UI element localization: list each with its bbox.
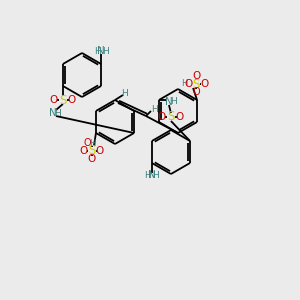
Text: H: H <box>102 46 108 56</box>
Text: O: O <box>184 79 192 89</box>
Text: O: O <box>68 95 76 105</box>
Text: O: O <box>50 95 58 105</box>
Text: S: S <box>59 94 67 106</box>
Text: N: N <box>148 170 156 180</box>
Text: H: H <box>171 98 177 106</box>
Text: H: H <box>145 170 151 179</box>
Text: S: S <box>192 77 200 91</box>
Text: N: N <box>49 108 57 118</box>
Text: H: H <box>151 104 158 113</box>
Text: N: N <box>97 46 105 56</box>
Text: O: O <box>83 138 91 148</box>
Text: N: N <box>165 97 173 107</box>
Text: H: H <box>122 88 128 98</box>
Text: S: S <box>167 110 175 124</box>
Text: O: O <box>88 154 96 164</box>
Text: H: H <box>89 139 95 148</box>
Text: O: O <box>158 112 166 122</box>
Text: O: O <box>200 79 208 89</box>
Text: O: O <box>176 112 184 122</box>
Text: O: O <box>96 146 104 156</box>
Text: S: S <box>88 145 96 158</box>
Text: H: H <box>181 80 187 88</box>
Text: O: O <box>80 146 88 156</box>
Text: H: H <box>55 109 61 118</box>
Text: O: O <box>192 71 200 81</box>
Text: O: O <box>192 87 200 97</box>
Text: H: H <box>94 46 100 56</box>
Text: H: H <box>152 170 159 179</box>
